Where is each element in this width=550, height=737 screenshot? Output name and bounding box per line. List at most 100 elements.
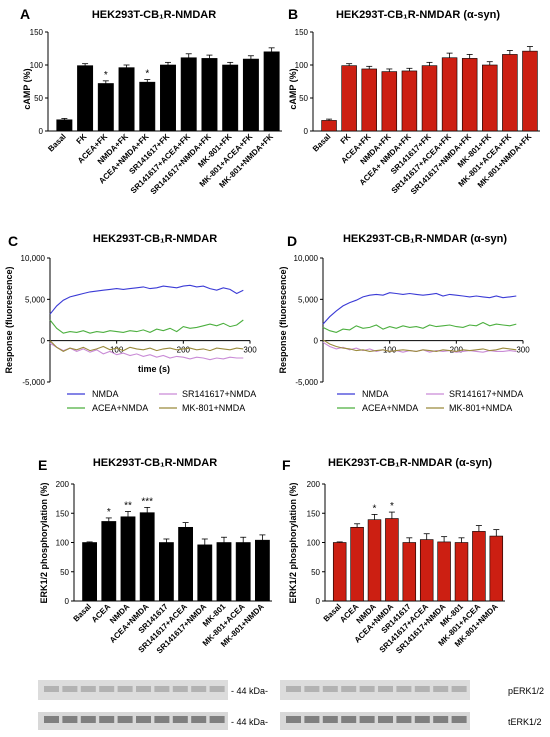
panel-c-series-nmda — [49, 284, 244, 315]
panel-c-ylabel: Response (fluorescence) — [4, 266, 14, 373]
blot-band-p-0-1 — [62, 686, 78, 692]
panel-e-bar-1 — [101, 521, 117, 602]
panel-e-bar-4 — [158, 542, 174, 602]
blot-band-t-1-0 — [286, 716, 301, 723]
panel-a-bar-5 — [160, 64, 176, 132]
legend-label-mk-d: MK-801+NMDA — [449, 403, 512, 413]
panel-b-ytick-label-2: 100 — [295, 61, 309, 70]
panel-b-ylabel: cAMP (%) — [288, 68, 298, 109]
blot-band-t-0-1 — [62, 716, 78, 723]
blot-band-p-1-2 — [322, 686, 338, 692]
panel-e-bar-5 — [178, 526, 194, 602]
panel-f-bar-1 — [350, 526, 364, 602]
panel-b-cat-label-1: FK — [339, 132, 353, 146]
legend-label-acea-c: ACEA+NMDA — [92, 403, 148, 413]
panel-b-bar-6 — [441, 57, 458, 132]
legend-label-sr-c: SR141617+NMDA — [182, 389, 256, 399]
panel-e-sig-2: ** — [124, 500, 132, 511]
panel-a-title: HEK293T-CB₁R-NMDAR — [92, 9, 216, 21]
panel-b-bar-0 — [321, 120, 337, 132]
blot-band-t-1-4 — [359, 716, 375, 723]
legend-label-mk-c: MK-801+NMDA — [182, 403, 245, 413]
blot-band-t-0-5 — [136, 716, 151, 723]
panel-b-bar-1 — [341, 65, 357, 132]
blot-band-t-0-3 — [99, 716, 115, 723]
panel-e-bar-8 — [235, 542, 251, 602]
blot-band-p-1-7 — [414, 686, 430, 692]
blot-marker-bottom: - 44 kDa- — [231, 717, 268, 727]
panel-f-sig-2: * — [373, 503, 377, 514]
panel-f-ytick-label-2: 100 — [307, 539, 321, 548]
panel-e-sig-1: * — [107, 507, 111, 518]
panel-d-ytick-label-3: 10,000 — [294, 254, 319, 263]
panel-e-bar-2 — [120, 516, 136, 602]
blot-strips: - 44 kDa- - 44 kDa- pERK1/2 tERK1/2 — [38, 680, 544, 730]
panel-f-bar-7 — [454, 542, 469, 602]
panel-f-title: HEK293T-CB₁R-NMDAR (α-syn) — [328, 457, 492, 469]
panel-d-ytick-label-2: 5,000 — [298, 295, 319, 304]
panel-f-bar-3 — [385, 518, 399, 602]
panel-e-ytick-label-1: 50 — [60, 568, 69, 577]
panel-e-ytick-label-3: 150 — [56, 509, 70, 518]
blot-band-p-1-8 — [433, 686, 449, 692]
panel-f-bar-0 — [332, 542, 347, 602]
panel-c-xlabel: time (s) — [138, 364, 170, 374]
panel-c-series-acea — [49, 319, 244, 334]
blot-band-t-1-6 — [396, 716, 412, 723]
panel-a-ytick-label-3: 150 — [30, 28, 44, 37]
panel-e-ytick-label-2: 100 — [56, 539, 70, 548]
panel-f-sig-3: * — [390, 501, 394, 512]
legend-label-sr-d: SR141617+NMDA — [449, 389, 523, 399]
panel-b-bar-4 — [401, 70, 418, 132]
panel-f-bar-8 — [472, 531, 486, 602]
blot-band-t-0-7 — [172, 716, 188, 723]
panel-f-ytick-label-1: 50 — [311, 568, 320, 577]
panel-b-bar-7 — [461, 58, 478, 132]
blot-band-t-1-3 — [341, 716, 357, 723]
legend-label-acea-d: ACEA+NMDA — [362, 403, 418, 413]
panel-b-ytick-label-1: 50 — [299, 94, 308, 103]
panel-f-ylabel: ERK1/2 phosphorylation (%) — [288, 482, 298, 603]
blot-band-p-0-3 — [99, 686, 115, 692]
blot-band-t-1-7 — [414, 716, 430, 723]
blot-band-t-1-5 — [378, 716, 393, 723]
blot-band-p-0-4 — [117, 686, 133, 692]
blot-band-p-1-9 — [451, 686, 467, 692]
panel-d-series-mk — [322, 339, 517, 352]
panel-e-bar-6 — [197, 544, 213, 602]
panel-b-ytick-label-0: 0 — [304, 127, 309, 136]
panel-c-xtick-label-1: 200 — [177, 346, 191, 355]
blot-band-p-0-2 — [80, 686, 96, 692]
panel-a-bar-3 — [118, 67, 135, 132]
panel-a-ytick-label-1: 50 — [34, 94, 43, 103]
blot-marker-top: - 44 kDa- — [231, 686, 268, 696]
blot-strip-f-top — [280, 680, 470, 700]
panel-a-ytick-label-2: 100 — [30, 61, 44, 70]
panel-a-bar-7 — [201, 58, 218, 132]
blot-strip-e-top — [38, 680, 228, 700]
panel-a-cat-label-0: Basal — [46, 132, 67, 153]
legend-label-nmda-d: NMDA — [362, 389, 389, 399]
panel-d-ytick-label-1: 0 — [314, 337, 319, 346]
panel-e-sig-3: *** — [141, 496, 153, 507]
blot-band-t-1-2 — [322, 716, 338, 723]
panel-a-bar-2 — [97, 83, 114, 132]
panel-e-title: HEK293T-CB₁R-NMDAR — [93, 457, 217, 469]
panel-e-bar-9 — [254, 539, 270, 602]
blot-band-p-1-0 — [286, 686, 301, 692]
panel-d-xtick-label-0: 100 — [383, 346, 397, 355]
panel-f-bar-5 — [419, 539, 434, 602]
panel-d-xtick-label-1: 200 — [450, 346, 464, 355]
panel-d-ylabel: Response (fluorescence) — [278, 266, 288, 373]
panel-e-bar-0 — [82, 542, 98, 602]
panel-b-bar-3 — [381, 71, 398, 132]
panel-e-ylabel: ERK1/2 phosphorylation (%) — [39, 482, 49, 603]
blot-band-p-1-4 — [359, 686, 375, 692]
panel-c-title: HEK293T-CB₁R-NMDAR — [93, 233, 217, 245]
blot-band-t-0-6 — [154, 716, 170, 723]
panel-b-ytick-label-3: 150 — [295, 28, 309, 37]
blot-bands — [44, 686, 467, 723]
panel-b-title: HEK293T-CB₁R-NMDAR (α-syn) — [336, 9, 500, 21]
panel-a-bar-1 — [77, 65, 94, 132]
blot-band-p-0-6 — [154, 686, 170, 692]
